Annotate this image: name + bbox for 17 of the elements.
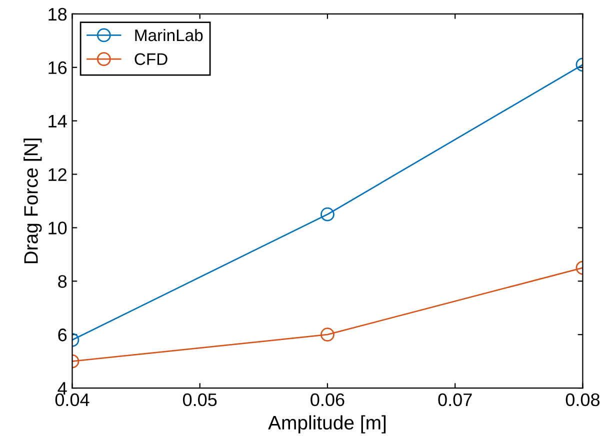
y-tick-label: 16	[48, 61, 67, 74]
legend-label: CFD	[134, 53, 168, 66]
y-tick-label: 6	[58, 328, 67, 342]
y-tick-label: 12	[48, 168, 66, 181]
y-axis-title: Drag Force [N]	[24, 138, 42, 264]
y-tick-label: 14	[48, 114, 67, 128]
x-axis-title: Amplitude [m]	[268, 415, 386, 434]
x-tick-label: 0.08	[566, 393, 600, 406]
legend-label: MarinLab	[135, 28, 203, 42]
y-tick-label: 4	[58, 382, 67, 395]
y-tick-label: 8	[58, 275, 67, 288]
y-tick-label: 18	[48, 8, 67, 21]
x-tick-label: 0.07	[438, 393, 472, 406]
x-tick-label: 0.06	[310, 393, 344, 406]
x-tick-label: 0.05	[182, 393, 217, 406]
y-tick-label: 10	[48, 222, 67, 234]
x-tick-label: 0.04	[55, 393, 90, 406]
